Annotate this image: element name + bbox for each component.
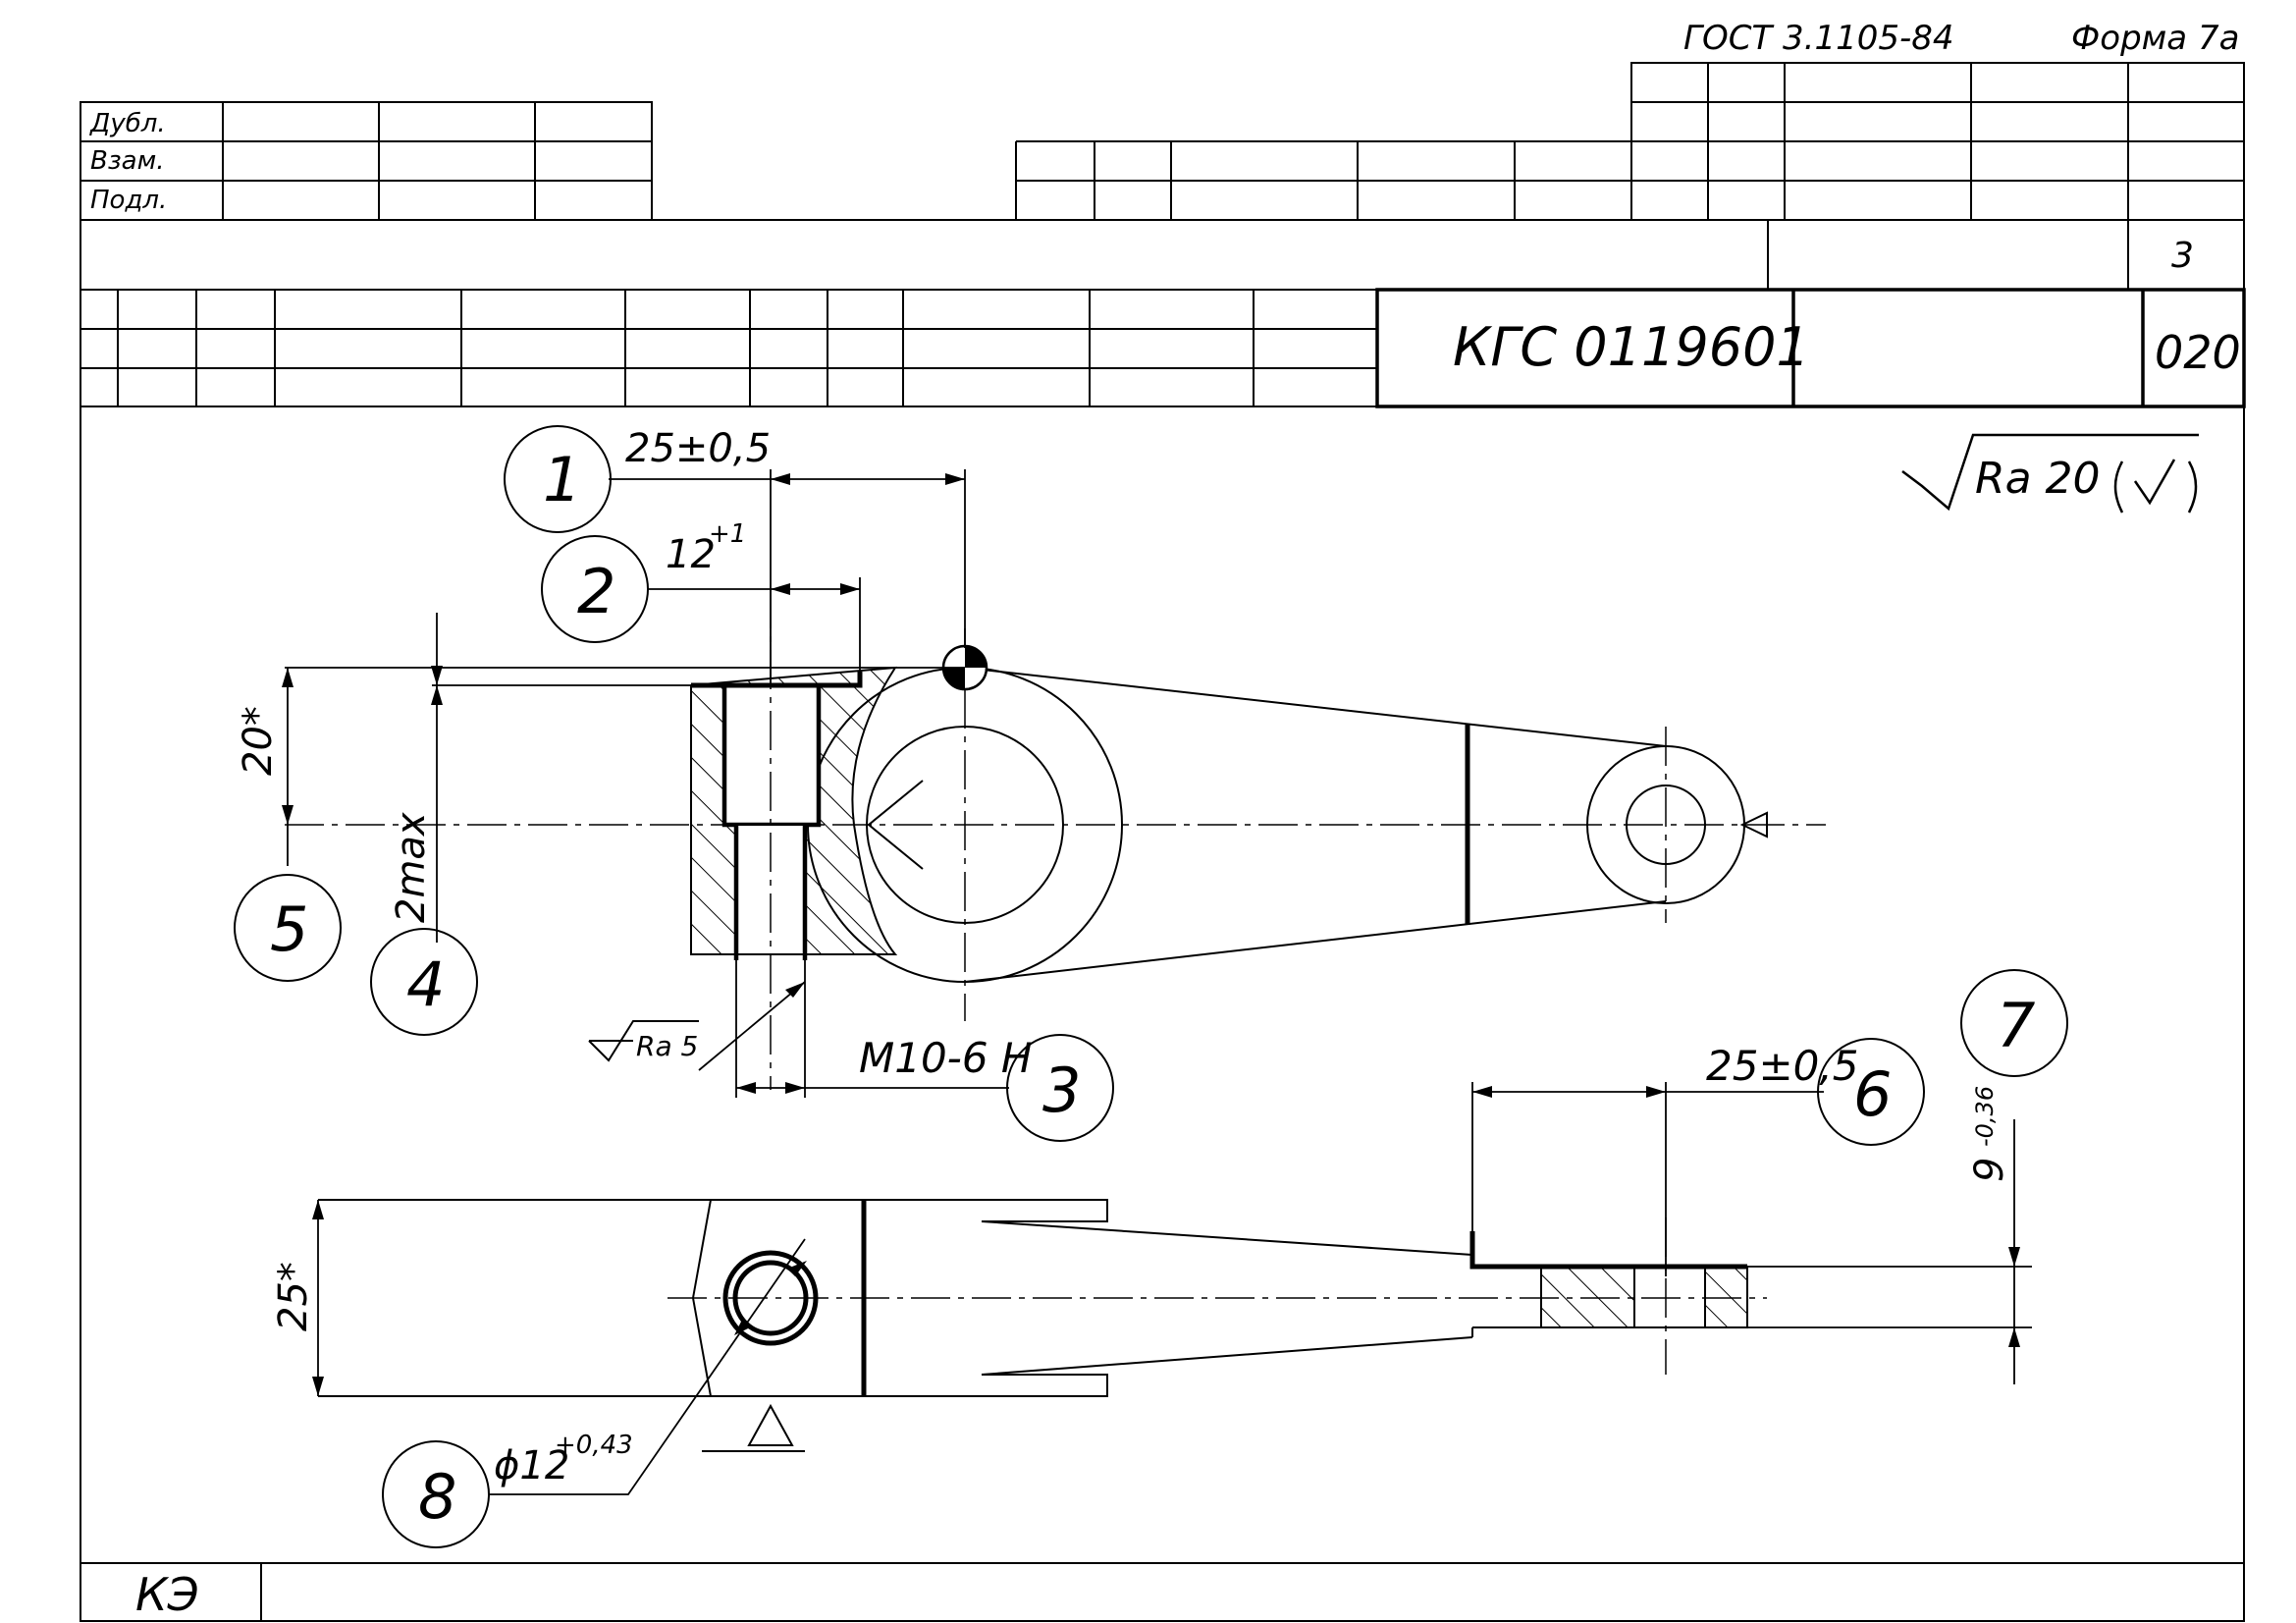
- front-view-arrowheads: [312, 1086, 2020, 1396]
- callout-6: 6: [1853, 1058, 1892, 1130]
- dim-4-text: 2max: [389, 812, 434, 923]
- footer-row: [80, 1562, 2244, 1621]
- document-code-box: [1375, 288, 2246, 408]
- callout-5: 5: [270, 893, 308, 965]
- footer-label: КЭ: [135, 1568, 199, 1621]
- dim-3-text: М10-6 Н: [859, 1034, 1033, 1082]
- sheet-number: 3: [2171, 236, 2194, 276]
- dim-1-text: 25±0,5: [625, 426, 771, 471]
- document-info-table: [80, 290, 2244, 407]
- dim-8-tol: +0,43: [555, 1431, 633, 1460]
- dim-width-text: 25*: [271, 1262, 316, 1331]
- local-roughness-symbol: [588, 1020, 699, 1062]
- front-view-support-icon: [702, 1403, 805, 1452]
- dim-5-text: 20*: [236, 706, 281, 776]
- clamp-symbol: [867, 780, 924, 870]
- callout-7: 7: [1997, 990, 2035, 1061]
- gost-standard-label: ГОСТ 3.1105-84: [1683, 19, 1954, 58]
- dim-6-text: 25±0,5: [1706, 1042, 1858, 1090]
- callout-2: 2: [577, 556, 615, 627]
- top-view-section: [690, 666, 898, 960]
- local-roughness-value: Ra 5: [636, 1030, 698, 1062]
- stamp-row-podl: Подл.: [90, 186, 167, 215]
- top-view-centerlines: [285, 589, 1826, 1090]
- stamp-row-vzam: Взам.: [90, 146, 164, 176]
- support-symbol: [1739, 811, 1768, 839]
- callout-bubbles: [234, 425, 2068, 1548]
- top-view-dimension-lines: [285, 469, 1009, 1098]
- stamp-row-dubl: Дубл.: [89, 109, 166, 138]
- form-label: Форма 7а: [2071, 19, 2239, 58]
- stamp-table: [80, 101, 653, 221]
- callout-8: 8: [418, 1461, 456, 1533]
- dim-2-base: 12: [666, 532, 716, 577]
- dim-8-base: ϕ12: [494, 1443, 569, 1488]
- general-roughness-value: Ra 20: [1975, 454, 2101, 504]
- dim-2-tol: +1: [709, 519, 746, 549]
- callout-4: 4: [406, 948, 445, 1020]
- dim-7-base: 9: [1967, 1158, 2012, 1182]
- document-code: КГС 0119601: [1453, 316, 1810, 378]
- dim-7-tol: -0,36: [1971, 1086, 1999, 1147]
- callout-1: 1: [543, 444, 581, 515]
- general-roughness-symbol: [1901, 433, 2199, 514]
- callout-3: 3: [1042, 1055, 1081, 1126]
- drawing-frame: [80, 219, 2245, 1622]
- sheet-row: [80, 220, 2244, 291]
- operation-number: 020: [2155, 326, 2241, 379]
- revision-table: [1015, 62, 2245, 221]
- top-view-arrowheads: [282, 473, 965, 1094]
